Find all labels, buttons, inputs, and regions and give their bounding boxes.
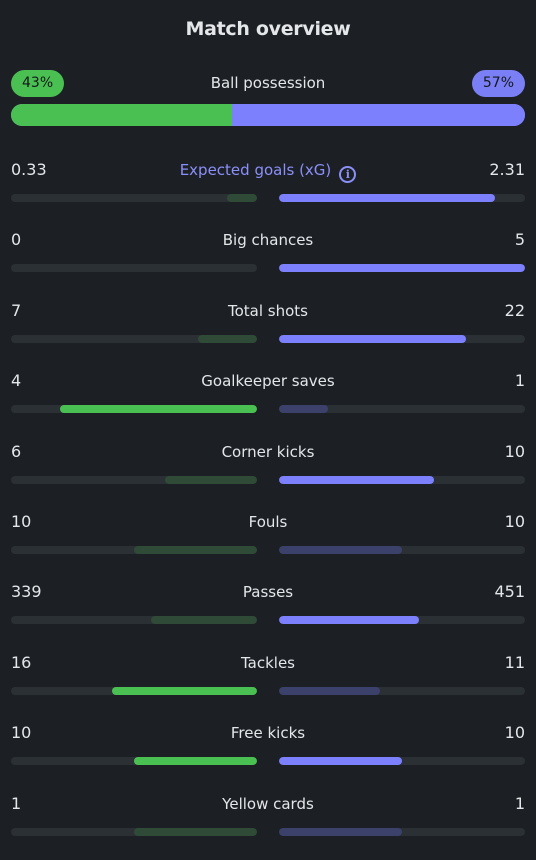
stat-label: Free kicks xyxy=(11,724,525,742)
away-stat-value: 1 xyxy=(514,371,525,391)
away-stat-value: 451 xyxy=(494,582,525,602)
away-stat-bar xyxy=(279,757,402,766)
away-stat-bar xyxy=(279,827,402,836)
home-stat-value: 0.33 xyxy=(11,160,47,179)
home-stat-bar xyxy=(134,827,257,836)
away-stat-track xyxy=(279,616,525,625)
home-stat-track xyxy=(11,616,257,625)
home-stat-value: 0 xyxy=(11,230,22,250)
stat-label: Tackles xyxy=(11,654,525,672)
stat-label: Goalkeeper saves xyxy=(11,372,525,390)
home-possession-badge: 43% xyxy=(11,70,65,97)
home-stat-bar xyxy=(60,405,257,414)
away-stat-track xyxy=(279,264,525,273)
away-stat-bar xyxy=(279,334,466,343)
possession-label: Ball possession xyxy=(210,74,326,92)
stat-row: 16 Tackles 11 xyxy=(11,649,525,719)
stat-row: 0.33 Expected goals (xG) i 2.31 xyxy=(11,156,525,226)
stat-label: Total shots xyxy=(11,302,525,320)
possession-bar xyxy=(11,104,525,126)
away-stat-track xyxy=(279,757,525,766)
home-stat-bar xyxy=(111,686,257,695)
away-stat-value: 2.31 xyxy=(489,160,525,179)
stat-label-text: Total shots xyxy=(228,301,308,320)
possession-bar-away xyxy=(232,104,525,126)
away-stat-bar xyxy=(279,264,525,273)
away-stat-track xyxy=(279,475,525,484)
stat-label: Passes xyxy=(11,583,525,601)
away-stat-bar xyxy=(279,616,420,625)
away-stat-track xyxy=(279,194,525,202)
home-stat-bar xyxy=(227,194,257,202)
home-stat-value: 10 xyxy=(11,511,32,531)
away-stat-track xyxy=(279,334,525,343)
home-stat-value: 7 xyxy=(11,300,22,320)
home-stat-bar xyxy=(197,334,257,343)
stat-label-text: Free kicks xyxy=(230,724,306,743)
home-stat-track xyxy=(11,545,257,554)
stat-label-text: Passes xyxy=(242,583,294,602)
stat-label-text: Tackles xyxy=(240,653,296,672)
away-stat-value: 22 xyxy=(504,300,525,320)
stat-row: 10 Fouls 10 xyxy=(11,508,525,578)
away-stat-value: 10 xyxy=(504,723,525,743)
home-stat-track xyxy=(11,686,257,695)
away-stat-bar xyxy=(279,545,402,554)
stat-label-text: Goalkeeper saves xyxy=(201,372,335,391)
possession-header: 43% Ball possession 57% xyxy=(11,70,525,97)
home-stat-track xyxy=(11,334,257,343)
stat-label-text: Fouls xyxy=(248,512,288,531)
home-stat-value: 10 xyxy=(11,723,32,743)
home-stat-bar xyxy=(164,475,257,484)
stat-label-text: Corner kicks xyxy=(221,442,315,461)
stat-label-text: Big chances xyxy=(222,231,314,250)
away-stat-value: 10 xyxy=(504,511,525,531)
stat-row: 0 Big chances 5 xyxy=(11,226,525,296)
stat-row: 1 Yellow cards 1 xyxy=(11,790,525,860)
stats-list: 0.33 Expected goals (xG) i 2.31 0 Big chances… xyxy=(11,156,525,860)
stat-label-text: Expected goals (xG) xyxy=(179,161,332,179)
away-stat-track xyxy=(279,827,525,836)
home-stat-value: 4 xyxy=(11,371,22,391)
home-stat-value: 6 xyxy=(11,441,22,461)
stat-label: Fouls xyxy=(11,513,525,531)
possession-bar-home xyxy=(11,104,233,126)
home-stat-bar xyxy=(134,545,257,554)
stat-label: Big chances xyxy=(11,231,525,249)
home-stat-track xyxy=(11,264,257,273)
stat-row: 4 Goalkeeper saves 1 xyxy=(11,367,525,437)
away-stat-value: 10 xyxy=(504,441,525,461)
stat-row: 339 Passes 451 xyxy=(11,578,525,648)
stat-label: Expected goals (xG) i xyxy=(11,161,525,183)
away-stat-bar xyxy=(279,686,380,695)
away-stat-value: 1 xyxy=(514,793,525,813)
stat-row: 6 Corner kicks 10 xyxy=(11,438,525,508)
away-stat-value: 11 xyxy=(504,652,525,672)
away-stat-value: 5 xyxy=(514,230,525,250)
stat-label-text: Yellow cards xyxy=(222,794,314,813)
home-stat-value: 339 xyxy=(11,582,42,602)
away-stat-track xyxy=(279,405,525,414)
stat-label: Corner kicks xyxy=(11,443,525,461)
away-stat-bar xyxy=(279,194,496,202)
home-stat-value: 16 xyxy=(11,652,32,672)
home-stat-track xyxy=(11,827,257,836)
home-stat-value: 1 xyxy=(11,793,22,813)
home-stat-bar xyxy=(134,757,257,766)
home-stat-track xyxy=(11,475,257,484)
stat-row: 7 Total shots 22 xyxy=(11,297,525,367)
stat-label: Yellow cards xyxy=(11,795,525,813)
away-stat-track xyxy=(279,545,525,554)
home-stat-track xyxy=(11,194,257,202)
away-stat-track xyxy=(279,686,525,695)
home-stat-track xyxy=(11,405,257,414)
away-stat-bar xyxy=(279,475,434,484)
home-stat-track xyxy=(11,757,257,766)
stat-row: 10 Free kicks 10 xyxy=(11,719,525,789)
home-stat-bar xyxy=(151,616,257,625)
away-possession-badge: 57% xyxy=(471,70,525,97)
info-icon[interactable]: i xyxy=(339,166,357,183)
away-stat-bar xyxy=(279,405,329,414)
page-title: Match overview xyxy=(185,18,351,40)
